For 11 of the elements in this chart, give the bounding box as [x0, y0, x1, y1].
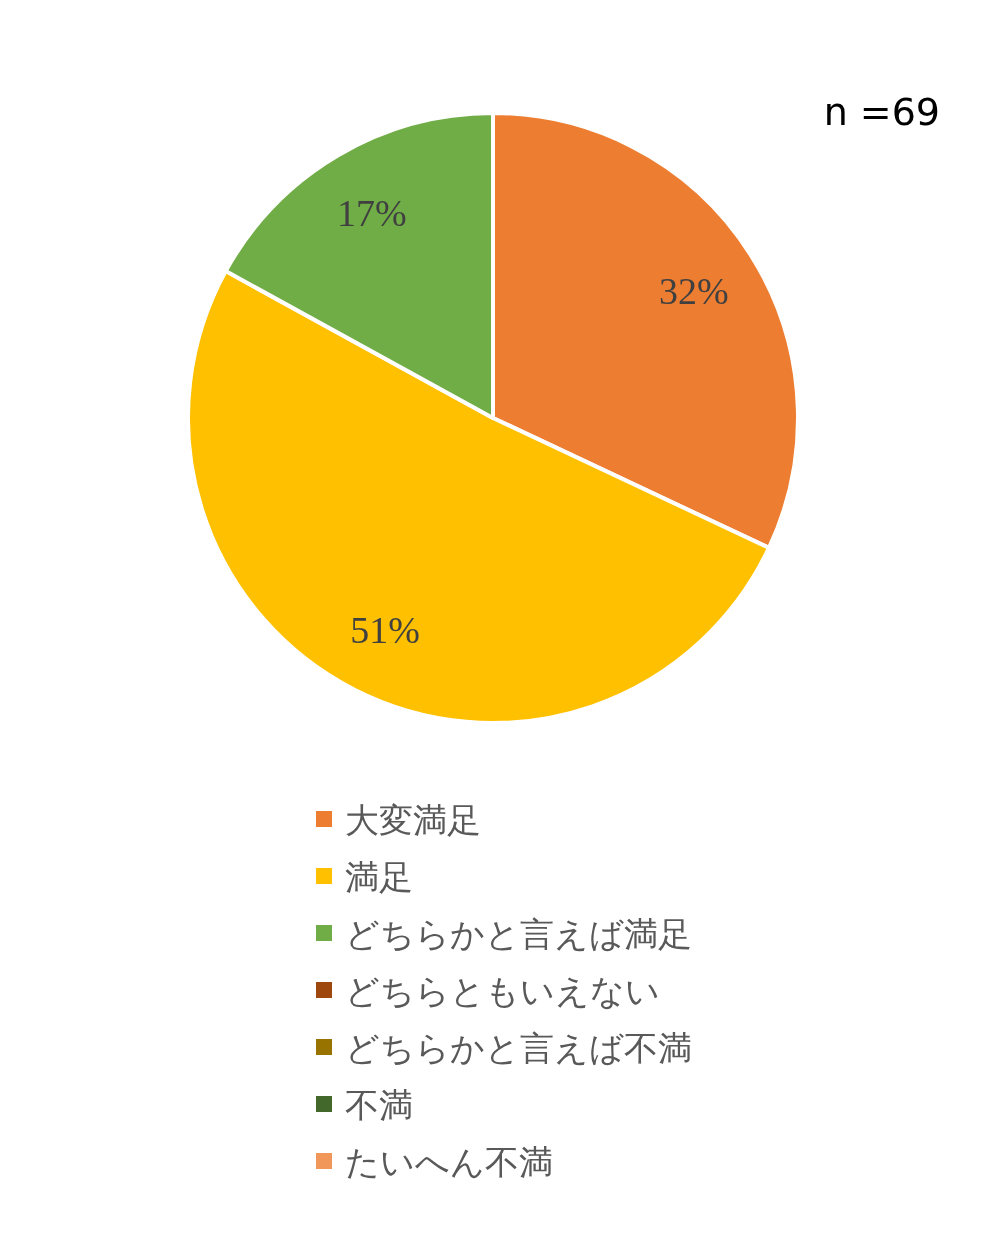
text: n =69	[823, 90, 940, 134]
legend-label: 不満	[345, 1085, 413, 1125]
data-label: 17%	[337, 192, 407, 235]
data-label: 51%	[350, 608, 420, 651]
legend-label: どちらかと言えば不満	[345, 1028, 692, 1068]
data-label: 32%	[659, 269, 729, 312]
legend-label: たいへん不満	[345, 1142, 553, 1182]
legend-label: どちらともいえない	[345, 971, 660, 1011]
legend-label: 大変満足	[345, 800, 481, 840]
legend-label: 満足	[345, 857, 413, 897]
legend-label: どちらかと言えば満足	[345, 914, 692, 954]
